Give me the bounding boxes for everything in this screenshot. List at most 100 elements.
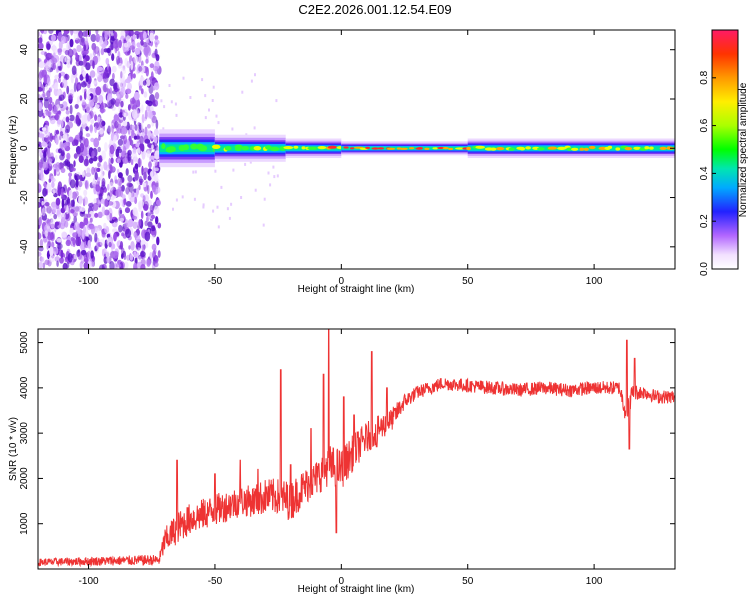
noise-speckle — [90, 137, 95, 143]
noise-speckle — [73, 153, 78, 159]
noise-speckle — [70, 209, 75, 214]
noise-speckle — [79, 241, 85, 250]
noise-speckle — [38, 232, 42, 240]
noise-speckle — [78, 155, 84, 163]
noise-speckle — [94, 104, 100, 109]
faint-speckle — [254, 188, 257, 192]
noise-speckle — [131, 109, 138, 120]
noise-speckle — [140, 251, 146, 258]
noise-speckle — [81, 50, 86, 56]
noise-speckle — [81, 171, 85, 178]
noise-speckle — [59, 135, 62, 141]
noise-speckle — [140, 121, 144, 132]
noise-speckle — [49, 255, 55, 263]
noise-speckle — [40, 168, 43, 177]
noise-speckle — [45, 110, 52, 116]
snr-y-ticks: 1000 2000 3000 4000 5000 — [19, 331, 675, 535]
signal-peak — [566, 147, 573, 151]
x-tick-label: 50 — [462, 576, 474, 587]
noise-speckle — [125, 201, 132, 207]
noise-speckle — [57, 48, 62, 56]
faint-speckle — [216, 205, 219, 209]
noise-speckle — [136, 135, 141, 140]
noise-speckle — [77, 252, 82, 260]
noise-speckle — [67, 121, 74, 129]
colorbar-tick-label: 0.2 — [699, 214, 710, 228]
noise-speckle — [90, 34, 97, 42]
signal-peak — [416, 147, 423, 150]
noise-speckle — [67, 203, 72, 209]
noise-speckle — [50, 85, 55, 90]
noise-speckle — [93, 198, 97, 204]
noise-speckle — [121, 253, 124, 259]
noise-speckle — [118, 39, 122, 49]
colorbar: 0.0 0.2 0.4 0.6 0.8 Normalized spectral ampl… — [699, 29, 749, 276]
noise-speckle — [138, 157, 141, 168]
noise-speckle — [103, 75, 109, 83]
noise-speckle — [117, 93, 121, 99]
noise-speckle — [89, 124, 93, 132]
noise-speckle — [105, 57, 110, 65]
noise-speckle — [71, 65, 77, 76]
faint-speckle — [168, 84, 171, 87]
noise-speckle — [38, 216, 42, 227]
signal-peak — [537, 147, 545, 151]
noise-speckle — [94, 212, 99, 218]
noise-speckle — [133, 135, 138, 140]
noise-speckle — [117, 63, 123, 69]
noise-speckle — [98, 134, 101, 141]
noise-speckle — [48, 30, 54, 34]
noise-speckle — [115, 189, 122, 197]
faint-speckle — [226, 207, 229, 211]
noise-speckle — [98, 199, 101, 205]
signal-peak — [490, 147, 497, 151]
noise-speckle — [108, 241, 112, 248]
noise-speckle — [129, 45, 136, 50]
noise-speckle — [97, 162, 101, 168]
noise-speckle — [73, 254, 78, 260]
signal-peak — [307, 146, 318, 150]
noise-speckle — [54, 134, 59, 144]
noise-speckle — [89, 217, 93, 223]
noise-speckle — [138, 54, 142, 64]
noise-speckle — [109, 212, 113, 222]
noise-speckle — [147, 184, 150, 195]
noise-speckle — [65, 116, 70, 123]
noise-speckle — [50, 175, 55, 181]
noise-speckle — [119, 241, 124, 250]
noise-speckle — [149, 204, 154, 213]
noise-speckle — [89, 225, 95, 230]
faint-speckle — [244, 162, 247, 166]
noise-speckle — [134, 163, 139, 170]
noise-speckle — [61, 198, 65, 209]
noise-speckle — [85, 126, 89, 132]
noise-speckle — [82, 70, 87, 78]
noise-speckle — [75, 174, 80, 181]
noise-speckle — [79, 142, 85, 153]
noise-speckle — [115, 97, 122, 103]
noise-speckle — [155, 99, 159, 106]
noise-speckle — [154, 161, 160, 169]
noise-speckle — [151, 144, 154, 150]
noise-speckle — [59, 257, 64, 264]
noise-speckle — [106, 195, 111, 201]
noise-speckle — [68, 172, 73, 178]
noise-speckle — [114, 179, 118, 184]
signal-peak — [475, 145, 486, 149]
noise-speckle — [101, 150, 106, 160]
noise-speckle — [94, 172, 98, 181]
noise-speckle — [147, 221, 153, 228]
noise-speckle — [143, 46, 149, 56]
noise-speckle — [41, 127, 47, 132]
noise-speckle — [144, 231, 151, 242]
noise-speckle — [118, 207, 123, 217]
noise-speckle — [43, 74, 47, 85]
noise-speckle — [134, 124, 138, 131]
noise-speckle — [129, 254, 134, 261]
faint-speckle — [263, 197, 266, 201]
noise-speckle — [60, 167, 66, 173]
noise-speckle — [94, 55, 98, 65]
noise-speckle — [79, 113, 82, 119]
noise-speckle — [75, 236, 80, 247]
noise-speckle — [133, 251, 137, 258]
